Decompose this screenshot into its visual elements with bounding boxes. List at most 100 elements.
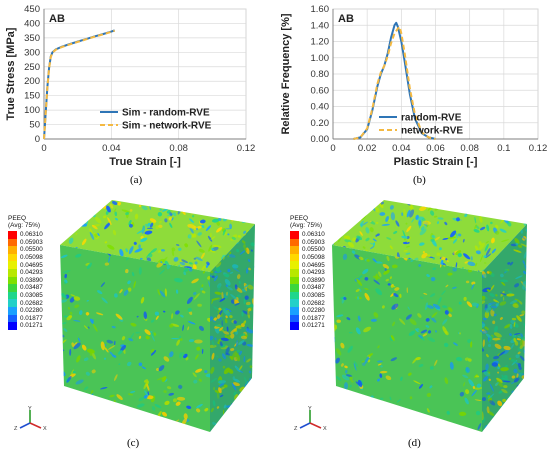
contour-spot bbox=[401, 212, 404, 216]
contour-spot bbox=[418, 242, 425, 246]
contour-spot bbox=[65, 214, 72, 218]
contour-spot bbox=[224, 278, 231, 286]
contour-spot bbox=[379, 212, 386, 216]
contour-spot bbox=[504, 200, 511, 205]
contour-spot bbox=[250, 249, 253, 252]
contour-spot bbox=[187, 321, 196, 325]
contour-spot bbox=[231, 236, 236, 240]
contour-spot bbox=[484, 311, 490, 319]
contour-spot bbox=[230, 333, 235, 339]
contour-spot bbox=[482, 397, 486, 402]
contour-spot bbox=[444, 330, 449, 336]
contour-spot bbox=[370, 246, 375, 250]
contour-spot bbox=[427, 330, 432, 334]
face-shade bbox=[60, 245, 210, 432]
contour-spot bbox=[486, 289, 491, 292]
contour-spot bbox=[217, 285, 221, 291]
contour-spot bbox=[432, 200, 437, 206]
x-tick-label: 0.08 bbox=[169, 143, 188, 154]
contour-spot bbox=[210, 274, 212, 278]
contour-spot bbox=[493, 428, 501, 432]
contour-spot bbox=[239, 398, 242, 402]
contour-spot bbox=[486, 392, 491, 395]
z-axis-arrow bbox=[19, 422, 31, 429]
contour-spot bbox=[465, 366, 470, 373]
contour-spot bbox=[171, 200, 176, 202]
contour-spot bbox=[172, 203, 176, 207]
contour-spot bbox=[62, 322, 67, 325]
contour-spot bbox=[63, 225, 69, 230]
legend-value: 0.03890 bbox=[20, 276, 43, 284]
contour-spot bbox=[518, 215, 524, 221]
contour-spot bbox=[235, 204, 242, 212]
contour-spot bbox=[223, 384, 228, 388]
contour-spot bbox=[109, 394, 115, 398]
contour-spot bbox=[444, 310, 449, 315]
contour-spot bbox=[178, 247, 182, 251]
contour-spot bbox=[441, 256, 446, 260]
contour-spot bbox=[479, 242, 485, 250]
contour-spot bbox=[179, 261, 186, 266]
contour-spot bbox=[202, 270, 206, 274]
contour-spot bbox=[111, 325, 116, 329]
contour-spot bbox=[113, 412, 117, 417]
contour-spot bbox=[141, 366, 146, 370]
contour-spot bbox=[198, 325, 205, 331]
contour-spot bbox=[483, 375, 488, 382]
contour-spot bbox=[127, 393, 134, 396]
contour-spot bbox=[421, 226, 425, 231]
contour-spot bbox=[191, 206, 195, 215]
contour-spot bbox=[79, 310, 83, 316]
contour-spot bbox=[62, 208, 66, 212]
contour-spot bbox=[432, 303, 441, 310]
contour-spot bbox=[112, 407, 116, 409]
contour-spot bbox=[121, 336, 126, 341]
contour-spot bbox=[230, 293, 237, 300]
contour-spot bbox=[100, 282, 106, 288]
contour-spot bbox=[136, 315, 139, 318]
contour-spot bbox=[201, 224, 205, 229]
contour-spot bbox=[504, 374, 508, 379]
contour-spot bbox=[91, 369, 96, 374]
contour-spot bbox=[91, 420, 96, 424]
contour-spot bbox=[108, 256, 111, 263]
contour-spot bbox=[232, 376, 236, 380]
contour-spot bbox=[246, 343, 254, 347]
contour-spot bbox=[382, 263, 390, 269]
contour-spot bbox=[89, 352, 93, 356]
contour-spot bbox=[456, 217, 460, 222]
contour-spot bbox=[250, 389, 253, 395]
contour-spot bbox=[457, 237, 460, 241]
contour-spot bbox=[390, 357, 398, 362]
contour-spot bbox=[125, 212, 130, 216]
contour-spot bbox=[517, 386, 523, 391]
contour-spot bbox=[218, 358, 222, 362]
legend-color-swatch bbox=[290, 306, 299, 315]
contour-spot bbox=[409, 209, 415, 218]
contour-spot bbox=[201, 348, 204, 354]
contour-spot bbox=[364, 292, 370, 301]
contour-spot bbox=[69, 297, 75, 303]
contour-spot bbox=[349, 376, 354, 383]
contour-spot bbox=[399, 293, 402, 298]
contour-spot bbox=[490, 305, 498, 309]
contour-spot bbox=[219, 297, 226, 302]
contour-spot bbox=[495, 424, 499, 428]
contour-spot bbox=[477, 423, 482, 431]
contour-spot bbox=[175, 401, 181, 406]
legend-level: 0.02682 bbox=[290, 299, 325, 307]
contour-spot bbox=[247, 310, 250, 319]
contour-spot bbox=[508, 406, 513, 415]
legend-rows: 0.06310 0.05903 0.05500 0.05098 0.04695 0.042… bbox=[290, 231, 325, 330]
contour-spot bbox=[166, 200, 171, 205]
contour-spot bbox=[483, 371, 491, 377]
contour-spot bbox=[247, 214, 251, 217]
legend-value: 0.03487 bbox=[302, 284, 325, 292]
contour-spot bbox=[243, 416, 247, 419]
contour-spot bbox=[405, 314, 412, 320]
contour-spot bbox=[421, 252, 428, 259]
contour-spot bbox=[496, 380, 503, 388]
contour-spot bbox=[385, 216, 389, 222]
series-line bbox=[43, 29, 116, 140]
contour-spot bbox=[336, 319, 341, 323]
